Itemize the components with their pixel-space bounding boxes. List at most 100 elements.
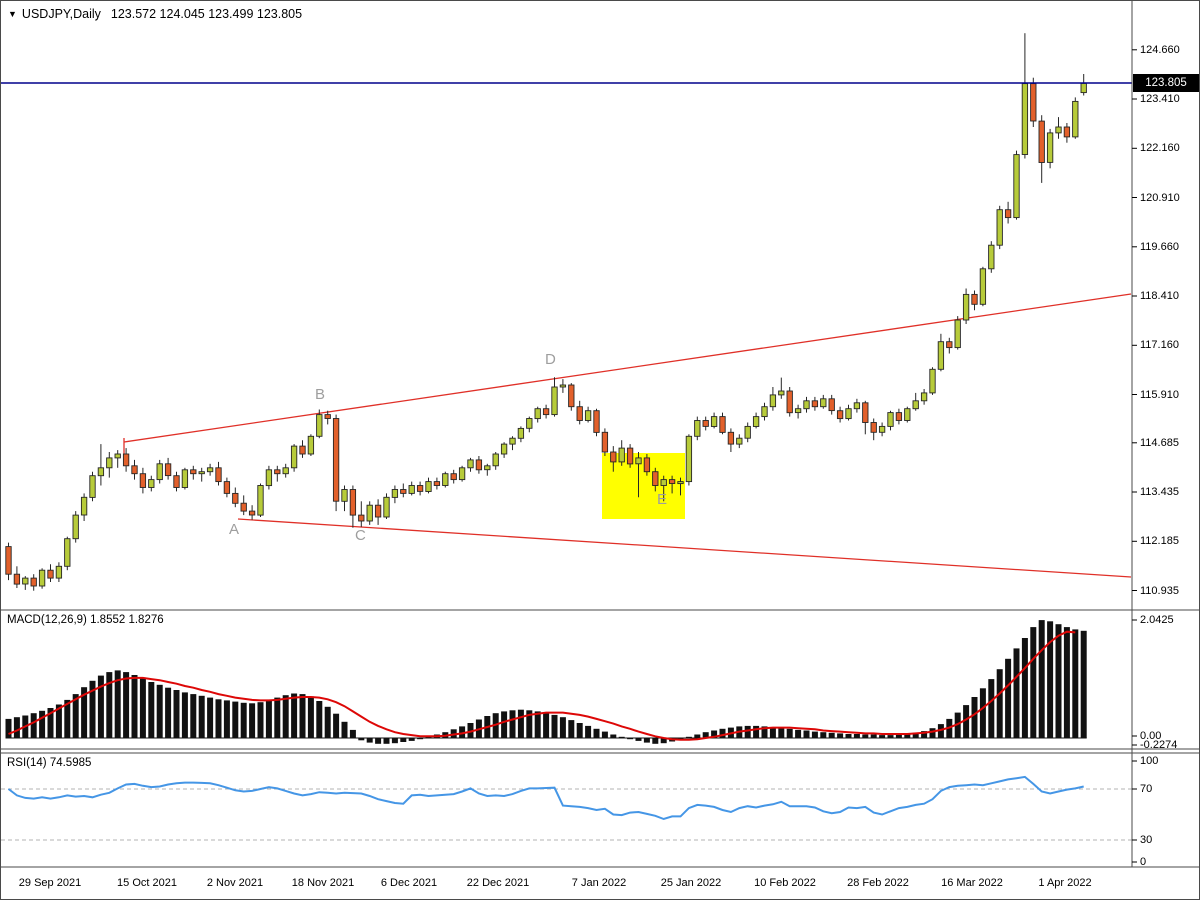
price-axis-label: 112.185 [1140,535,1179,548]
macd-bar [1021,638,1028,738]
symbol-dropdown-icon[interactable]: ▼ [8,9,17,19]
candle-body [794,408,802,414]
candle-body [400,489,407,494]
macd-bar [769,727,776,738]
candle-body [97,467,105,477]
candle-body [1030,83,1037,122]
lower-trendline[interactable] [237,518,1132,578]
macd-bar [786,728,793,738]
candle-body [274,469,281,475]
candle-body [568,384,575,408]
macd-bar [114,670,121,738]
upper-trendline[interactable] [123,293,1132,443]
candle-body [55,565,63,579]
candle-body [1055,126,1062,134]
candle-body [156,463,163,481]
symbol-timeframe: USDJPY,Daily [21,7,101,21]
macd-bar [988,679,995,738]
wave-letter-b[interactable]: B [315,386,326,403]
macd-bar [1030,627,1037,738]
candle-body [971,293,978,305]
candle-body [215,467,222,483]
candle-body [937,341,945,370]
candle-body [5,546,12,575]
wave-letter-d[interactable]: D [545,351,556,368]
macd-bar [820,732,827,738]
time-axis-label: 6 Dec 2021 [380,877,438,889]
rsi-line [7,775,1084,821]
candle-body [929,368,936,394]
macd-bar [610,734,617,738]
macd-bar [576,723,583,738]
candle-body [1013,154,1020,219]
macd-bar [904,734,911,738]
candle-body [677,481,684,485]
macd-bar [408,738,415,741]
macd-bar [1005,658,1012,738]
macd-bar [89,680,96,738]
macd-bar [971,697,978,738]
candle-body [450,473,457,481]
macd-bar [635,738,642,741]
candle-body [22,577,29,585]
candle-body [164,463,172,477]
candle-body [290,445,298,469]
time-axis-label: 18 Nov 2021 [291,877,355,889]
macd-bar [215,699,222,738]
macd-bar [803,730,810,738]
candle-body [408,485,415,494]
candle-body [962,293,970,321]
candle-body [500,443,508,455]
candle-body [610,451,617,463]
candle-body [778,390,785,396]
time-axis-label: 7 Jan 2022 [571,877,627,889]
rsi-label: RSI(14) 74.5985 [7,757,92,769]
price-axis-label: 118.410 [1140,290,1179,302]
candle-body [89,475,96,498]
candle-body [106,457,113,469]
candle-body [559,384,567,388]
candle-body [341,489,348,502]
wave-letter-e[interactable]: E [657,491,668,508]
macd-bar [593,728,600,738]
candle-body [114,453,121,459]
candle-body [836,410,844,420]
wave-letter-c[interactable]: C [355,527,366,544]
macd-bar [517,709,524,738]
candle-body [988,244,995,270]
candle-body [148,479,155,488]
candle-body [173,475,180,488]
macd-bar [501,711,508,738]
macd-bar [887,735,894,738]
macd-bar [660,738,667,744]
macd-bar [240,702,247,738]
candle-body [761,406,768,418]
candle-body [265,469,273,487]
candle-body [601,431,609,453]
candle-body [652,471,659,486]
candle-body [920,392,928,402]
wave-letter-a[interactable]: A [229,521,240,538]
macd-bar [257,702,264,738]
price-axis-label: 124.660 [1140,43,1180,56]
macd-bar [702,732,709,738]
candle-body [299,445,306,455]
candle-body [769,394,777,408]
candle-body [702,420,709,427]
candle-body [248,510,256,516]
candle-body [870,422,877,433]
macd-bar [291,693,298,738]
price-axis-label: 117.160 [1140,339,1179,352]
candle-body [257,485,264,516]
candle-body [904,408,911,421]
macd-bar [534,711,541,738]
price-axis-label: 122.160 [1140,142,1180,155]
candle-body [416,485,424,492]
macd-bar [400,738,407,742]
macd-bar [652,738,659,744]
candle-body [467,459,474,469]
time-axis-label: 28 Feb 2022 [847,877,909,889]
candle-body [744,425,751,439]
candle-body [122,453,130,467]
candle-body [895,412,903,421]
